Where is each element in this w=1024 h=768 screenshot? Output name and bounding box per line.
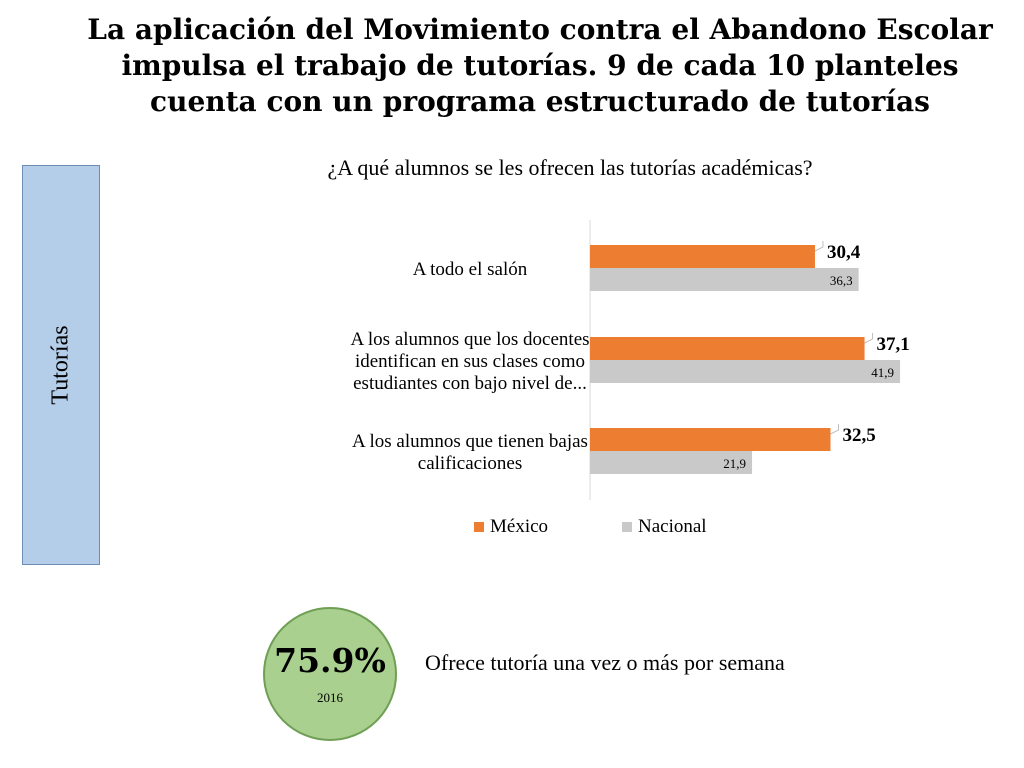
slide-title: La aplicación del Movimiento contra el A… bbox=[60, 12, 1020, 120]
chart-title: ¿A qué alumnos se les ofrecen las tutorí… bbox=[327, 155, 813, 180]
bar-mexico bbox=[590, 245, 815, 268]
legend-label: Nacional bbox=[638, 516, 707, 537]
data-label-nacional: 41,9 bbox=[871, 365, 894, 380]
category-label: A los alumnos que tienen bajas calificaci… bbox=[352, 431, 588, 474]
bar-nacional bbox=[590, 451, 753, 474]
bar-mexico bbox=[590, 337, 865, 360]
badge-year: 2016 bbox=[317, 690, 343, 705]
label-leader-line bbox=[830, 424, 839, 435]
badge-caption: Ofrece tutoría una vez o más por semana bbox=[425, 650, 785, 675]
legend-swatch bbox=[474, 522, 484, 532]
legend-swatch bbox=[622, 522, 632, 532]
side-tab-label: Tutorías bbox=[47, 325, 74, 405]
category-label: A los alumnos que los docentes identifica… bbox=[350, 329, 589, 394]
data-label-mexico: 30,4 bbox=[827, 242, 861, 263]
label-leader-line bbox=[814, 241, 824, 252]
category-label-line: calificaciones bbox=[418, 453, 522, 474]
badge-value: 75.9% bbox=[274, 641, 386, 680]
bar-chart: A todo el salón 30,4 36,3 A los alumnos que… bbox=[350, 220, 910, 537]
category-label-line: estudiantes con bajo nivel de... bbox=[353, 373, 587, 394]
stat-badge: 75.9% 2016 bbox=[263, 607, 397, 741]
category-label-line: identifican en sus clases como bbox=[355, 351, 585, 372]
data-label-nacional: 21,9 bbox=[723, 456, 746, 471]
label-leader-line bbox=[864, 333, 874, 344]
data-label-nacional: 36,3 bbox=[830, 273, 853, 288]
title-line-2: impulsa el trabajo de tutorías. 9 de cad… bbox=[121, 49, 959, 82]
bar-nacional bbox=[590, 268, 859, 291]
data-label-mexico: 32,5 bbox=[843, 425, 876, 446]
bar-mexico bbox=[590, 428, 831, 451]
title-line-3: cuenta con un programa estructurado de t… bbox=[150, 85, 930, 118]
category-label: A todo el salón bbox=[413, 259, 528, 280]
category-label-line: A los alumnos que los docentes bbox=[350, 329, 589, 350]
side-tab: Tutorías bbox=[22, 165, 100, 565]
title-line-1: La aplicación del Movimiento contra el A… bbox=[87, 13, 993, 46]
legend-label: México bbox=[490, 516, 548, 537]
category-label-line: A todo el salón bbox=[413, 259, 528, 280]
data-label-mexico: 37,1 bbox=[877, 334, 910, 355]
bar-nacional bbox=[590, 360, 901, 383]
category-label-line: A los alumnos que tienen bajas bbox=[352, 431, 588, 452]
